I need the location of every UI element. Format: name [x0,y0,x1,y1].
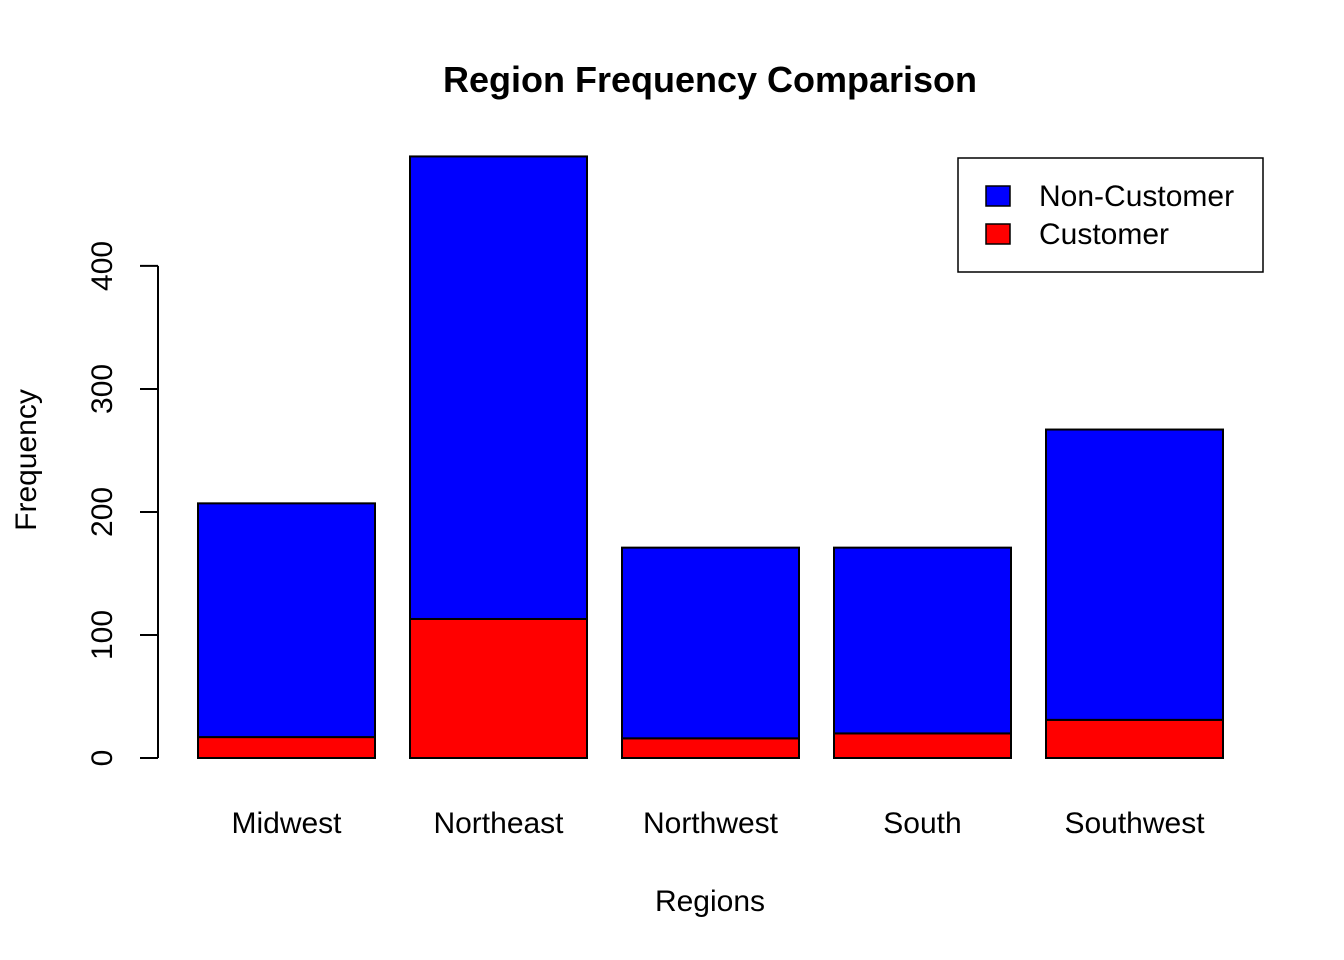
legend-swatch-customer [985,223,1011,245]
x-tick-label: Northwest [643,807,779,840]
legend-swatch-non-customer [985,185,1011,207]
y-axis-title: Frequency [10,389,43,531]
bar-midwest-non-customer [197,502,376,739]
x-tick-label: South [883,807,961,840]
chart-title: Region Frequency Comparison [443,59,977,100]
legend: Non-Customer Customer [957,157,1264,273]
bar-southwest-non-customer [1045,428,1224,721]
bar-northwest-non-customer [621,546,800,740]
legend-label-non-customer: Non-Customer [1039,180,1234,213]
category-labels: Midwest Northeast Northwest South Southwest [231,807,1205,840]
legend-box [957,157,1264,273]
y-tick-label: 0 [86,750,119,767]
y-axis: 0 100 200 300 400 [86,241,159,767]
bar-northeast-non-customer [409,155,588,620]
x-axis-title: Regions [655,885,765,918]
legend-label-customer: Customer [1039,218,1169,251]
bar-southwest-customer [1045,718,1224,759]
y-tick-label: 400 [86,241,119,291]
y-tick-label: 200 [86,487,119,537]
bar-northeast-customer [409,617,588,760]
x-tick-label: Midwest [231,807,342,840]
bar-midwest-customer [197,736,376,760]
bar-south-customer [833,732,1012,759]
x-tick-label: Northeast [433,807,564,840]
x-tick-label: Southwest [1064,807,1205,840]
y-tick-label: 100 [86,610,119,660]
bars-group [197,155,1224,760]
bar-northwest-customer [621,737,800,759]
bar-south-non-customer [833,546,1012,735]
y-tick-label: 300 [86,364,119,414]
